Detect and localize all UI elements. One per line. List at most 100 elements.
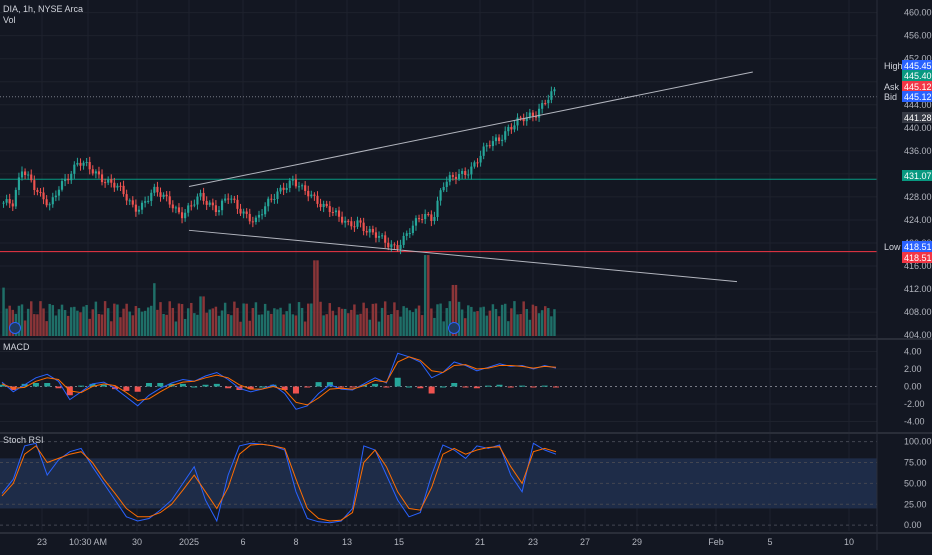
volume-bar [220,310,224,336]
candle-body [125,194,128,201]
candle-body [433,216,436,221]
volume-bar [196,314,199,336]
volume-bar [270,313,273,336]
volume-bar [334,315,338,336]
stoch-tick-label: 25.00 [904,499,927,509]
volume-bar [497,316,501,336]
candle-body [45,199,48,206]
candle-body [180,212,184,219]
symbol-title[interactable]: DIA, 1h, NYSE Arca [3,4,83,14]
volume-bar [2,287,5,336]
candle-body [79,162,82,166]
candle-body [307,190,310,197]
volume-bar [165,314,168,336]
tag-name-bg [882,81,904,92]
tag-bg [902,241,932,252]
candle-body [116,185,119,188]
volume-bar [540,310,544,336]
candle-body [350,221,353,227]
volume-bar [36,314,39,336]
candle-body [476,162,479,164]
candle-body [128,200,131,202]
volume-bar [547,308,550,336]
volume-bar [433,317,436,336]
stoch-tick-label: 50.00 [904,478,927,488]
trendline[interactable] [188,71,753,188]
dividend-marker[interactable] [448,322,460,334]
volume-bar [143,310,147,336]
candle-body [510,126,513,130]
dividend-marker[interactable] [9,322,21,334]
price-tick-label: 444.00 [904,100,932,110]
candle-body [137,209,141,212]
candle-body [233,198,236,200]
macd-histogram-bar [202,384,209,387]
event-markers[interactable] [9,322,460,334]
macd-histogram-bar [225,386,232,389]
volume-bar [70,307,73,336]
volume-bar [180,304,184,336]
volume-bar [525,309,528,336]
candle-body [356,220,359,227]
volume-bar [245,303,248,336]
trendline[interactable] [188,229,738,283]
volume-bar [442,321,445,336]
volume-bar [423,255,427,336]
tag-bg [902,252,932,263]
volume-bar [387,314,390,336]
candle-body [162,194,165,197]
volume-bar [479,307,482,336]
candle-body [165,194,168,197]
volume-bar [208,309,211,336]
tag-value: 445.12 [904,82,932,92]
macd-histogram-bar [44,383,51,387]
candle-body [264,206,267,215]
volume-bar [553,309,556,336]
candle-body [316,195,319,204]
tag-name: Ask [884,82,900,92]
candle-body [547,99,550,104]
tag-value: 418.51 [904,242,932,252]
macd-histogram-bar [270,384,277,387]
volume-bar [82,306,85,336]
macd-label[interactable]: MACD [3,342,30,352]
volume-bar [100,314,104,336]
volume-bar [66,315,70,336]
volume-bar [343,308,347,336]
volume-bar [288,303,292,336]
volume-bar [439,303,442,336]
volume-bar [263,303,267,336]
time-tick-label: 13 [342,537,352,547]
candle-body [73,164,76,174]
candle-body [153,186,156,193]
price-tick-label: 412.00 [904,284,932,294]
time-tick-label: 8 [293,537,298,547]
volume-bar [193,313,196,336]
time-axis[interactable]: 23 10:30 AM 30 2025 6 8 13 15 21 23 27 29 Feb 5 10 [37,537,854,547]
stoch-rsi-label[interactable]: Stoch RSI [3,435,44,445]
candle-body [214,205,217,213]
volume-bar [226,314,230,336]
candle-body [159,192,162,197]
candle-body [5,199,8,203]
candle-body [396,245,399,249]
time-tick-label: 10 [844,537,854,547]
candle-body [304,185,307,191]
volume-bar [519,314,522,336]
price-tick-label: 416.00 [904,261,932,271]
volume-bar [463,318,467,336]
volume-bar [199,296,202,336]
volume-bar [534,306,538,336]
macd-histogram-bar [519,385,526,387]
macd-histogram-bar [451,383,458,387]
volume-bar [359,313,362,336]
candle-body [144,201,147,203]
candle-body [467,174,470,176]
candle-body [528,112,531,118]
candle-body [184,212,187,219]
trendlines[interactable] [188,71,753,283]
volume-bar [537,313,541,336]
